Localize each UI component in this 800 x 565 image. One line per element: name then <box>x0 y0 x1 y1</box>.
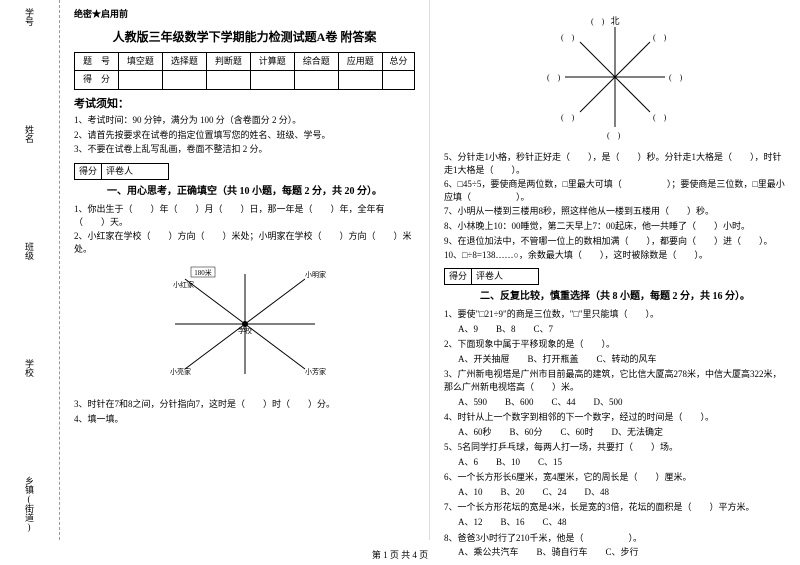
td <box>294 71 338 90</box>
margin-field-town: 乡镇(街道) <box>23 476 36 532</box>
opts: A、6B、10C、15 <box>458 456 786 470</box>
svg-text:小芳家: 小芳家 <box>305 367 326 376</box>
grade-score: 得分 <box>445 269 472 285</box>
q8: 8、小林晚上10：00睡觉，第二天早上7：00起床，他一共睡了（ ）小时。 <box>444 220 786 233</box>
td <box>338 71 382 90</box>
table-row: 得 分 <box>75 71 415 90</box>
th: 选择题 <box>162 52 206 71</box>
margin-field-class: 班级 <box>23 242 36 260</box>
q7: 7、小明从一楼到三楼用8秒，照这样他从一楼到五楼用（ ）秒。 <box>444 205 786 218</box>
margin-field-name: 姓名 <box>23 125 36 143</box>
svg-text:( ): ( ) <box>561 113 575 122</box>
margin-field-school: 学校 <box>23 359 36 377</box>
s2q5: 5、5名同学打乒乓球，每两人打一场，共要打（ ）场。 <box>444 441 786 454</box>
notice-item: 2、请首先按要求在试卷的指定位置填写您的姓名、班级、学号。 <box>74 129 415 143</box>
road-svg: 180米 学校 小明家 小亮家 小芳家 小红家 <box>155 259 335 389</box>
td <box>206 71 250 90</box>
svg-text:小明家: 小明家 <box>305 270 326 279</box>
q3: 3、时针在7和8之间，分针指向7，这时是（ ）时（ ）分。 <box>74 398 415 411</box>
s2q4: 4、时针从上一个数字到相邻的下一个数字，经过的时间是（ ）。 <box>444 411 786 424</box>
grade-box: 得分 评卷人 <box>444 268 539 286</box>
opts: A、590B、600C、44D、500 <box>458 396 786 410</box>
compass-diagram: 北 ( ) ( ) ( ) ( ) ( ) ( ) ( ) ( ) <box>444 12 786 147</box>
q10: 10、□÷8=138……○，余数最大填（ ），这时被除数是（ ）。 <box>444 249 786 262</box>
opts: A、9B、8C、7 <box>458 323 786 337</box>
grade-score: 得分 <box>75 164 102 180</box>
left-column: 绝密★启用前 人教版三年级数学下学期能力检测试题A卷 附答案 题 号 填空题 选… <box>60 0 430 540</box>
direction-diagram: 180米 学校 小明家 小亮家 小芳家 小红家 <box>74 259 415 394</box>
secret-label: 绝密★启用前 <box>74 8 415 22</box>
th: 计算题 <box>250 52 294 71</box>
svg-text:( ): ( ) <box>669 73 683 82</box>
s2q3: 3、广州新电视塔是广州市目前最高的建筑，它比信大厦高278米，中信大厦高322米… <box>444 368 786 393</box>
td <box>382 71 414 90</box>
td <box>162 71 206 90</box>
section1-title: 一、用心思考，正确填空（共 10 小题，每题 2 分，共 20 分）。 <box>74 184 415 199</box>
notice-item: 1、考试时间：90 分钟，满分为 100 分（含卷面分 2 分）。 <box>74 114 415 128</box>
q4: 4、填一填。 <box>74 413 415 426</box>
svg-text:学校: 学校 <box>238 326 252 335</box>
content-area: 绝密★启用前 人教版三年级数学下学期能力检测试题A卷 附答案 题 号 填空题 选… <box>60 0 800 540</box>
score-table: 题 号 填空题 选择题 判断题 计算题 综合题 应用题 总分 得 分 <box>74 52 415 90</box>
svg-text:( ): ( ) <box>561 33 575 42</box>
s2q6: 6、一个长方形长6厘米，宽4厘米，它的周长是（ ）厘米。 <box>444 471 786 484</box>
page-footer: 第 1 页 共 4 页 <box>0 548 800 561</box>
opts: A、开关抽屉B、打开瓶盖C、转动的风车 <box>458 353 786 367</box>
table-row: 题 号 填空题 选择题 判断题 计算题 综合题 应用题 总分 <box>75 52 415 71</box>
svg-text:北: 北 <box>610 16 619 26</box>
th: 判断题 <box>206 52 250 71</box>
grade-marker: 评卷人 <box>102 164 137 180</box>
binding-margin: 学号 姓名 班级 学校 乡镇(街道) <box>0 0 60 540</box>
notice-title: 考试须知： <box>74 96 415 113</box>
opts: A、60秒B、60分C、60时D、无法确定 <box>458 426 786 440</box>
q1: 1、你出生于（ ）年（ ）月（ ）日，那一年是（ ）年，全年有（ ）天。 <box>74 203 415 228</box>
s2q1: 1、要使"□21÷9"的商是三位数，"□"里只能填（ ）。 <box>444 308 786 321</box>
th: 综合题 <box>294 52 338 71</box>
th: 填空题 <box>118 52 162 71</box>
th: 应用题 <box>338 52 382 71</box>
margin-field-id: 学号 <box>23 8 36 26</box>
notice-item: 3、不要在试卷上乱写乱画，卷面不整洁扣 2 分。 <box>74 143 415 157</box>
exam-title: 人教版三年级数学下学期能力检测试题A卷 附答案 <box>74 28 415 46</box>
s2q8: 8、爸爸3小时行了210千米，他是（ ）。 <box>444 532 786 545</box>
q9: 9、在退位加法中，不管哪一位上的数相加满（ ），都要向（ ）进（ ）。 <box>444 235 786 248</box>
section2-title: 二、反复比较，慎重选择（共 8 小题，每题 2 分，共 16 分）。 <box>444 289 786 304</box>
svg-text:( ): ( ) <box>591 17 605 26</box>
svg-text:180米: 180米 <box>194 268 212 277</box>
th: 题 号 <box>75 52 119 71</box>
compass-svg: 北 ( ) ( ) ( ) ( ) ( ) ( ) ( ) ( ) <box>535 12 695 142</box>
s2q2: 2、下面现象中属于平移现象的是（ ）。 <box>444 338 786 351</box>
s2q7: 7、一个长方形花坛的宽是4米，长是宽的3倍，花坛的面积是（ ）平方米。 <box>444 501 786 514</box>
right-column: 北 ( ) ( ) ( ) ( ) ( ) ( ) ( ) ( ) 5、分针走1小格，… <box>430 0 800 540</box>
td: 得 分 <box>75 71 119 90</box>
svg-text:( ): ( ) <box>653 113 667 122</box>
q6: 6、□45÷5，要使商是两位数，□里最大可填（ ）；要使商是三位数，□里最小应填… <box>444 178 786 203</box>
q2: 2、小红家在学校（ ）方向（ ）米处；小明家在学校（ ）方向（ ）米处。 <box>74 230 415 255</box>
grade-box: 得分 评卷人 <box>74 163 169 181</box>
exam-page: 学号 姓名 班级 学校 乡镇(街道) 绝密★启用前 人教版三年级数学下学期能力检… <box>0 0 800 540</box>
opts: A、10B、20C、24D、48 <box>458 486 786 500</box>
svg-text:小亮家: 小亮家 <box>170 367 191 376</box>
opts: A、12B、16C、48 <box>458 516 786 530</box>
q5: 5、分针走1小格，秒针正好走（ ），是（ ）秒。分针走1大格是（ ），时针走1大… <box>444 151 786 176</box>
svg-text:( ): ( ) <box>607 131 621 140</box>
th: 总分 <box>382 52 414 71</box>
svg-text:( ): ( ) <box>653 33 667 42</box>
svg-text:( ): ( ) <box>547 73 561 82</box>
svg-text:小红家: 小红家 <box>173 280 194 289</box>
td <box>250 71 294 90</box>
td <box>118 71 162 90</box>
grade-marker: 评卷人 <box>472 269 507 285</box>
